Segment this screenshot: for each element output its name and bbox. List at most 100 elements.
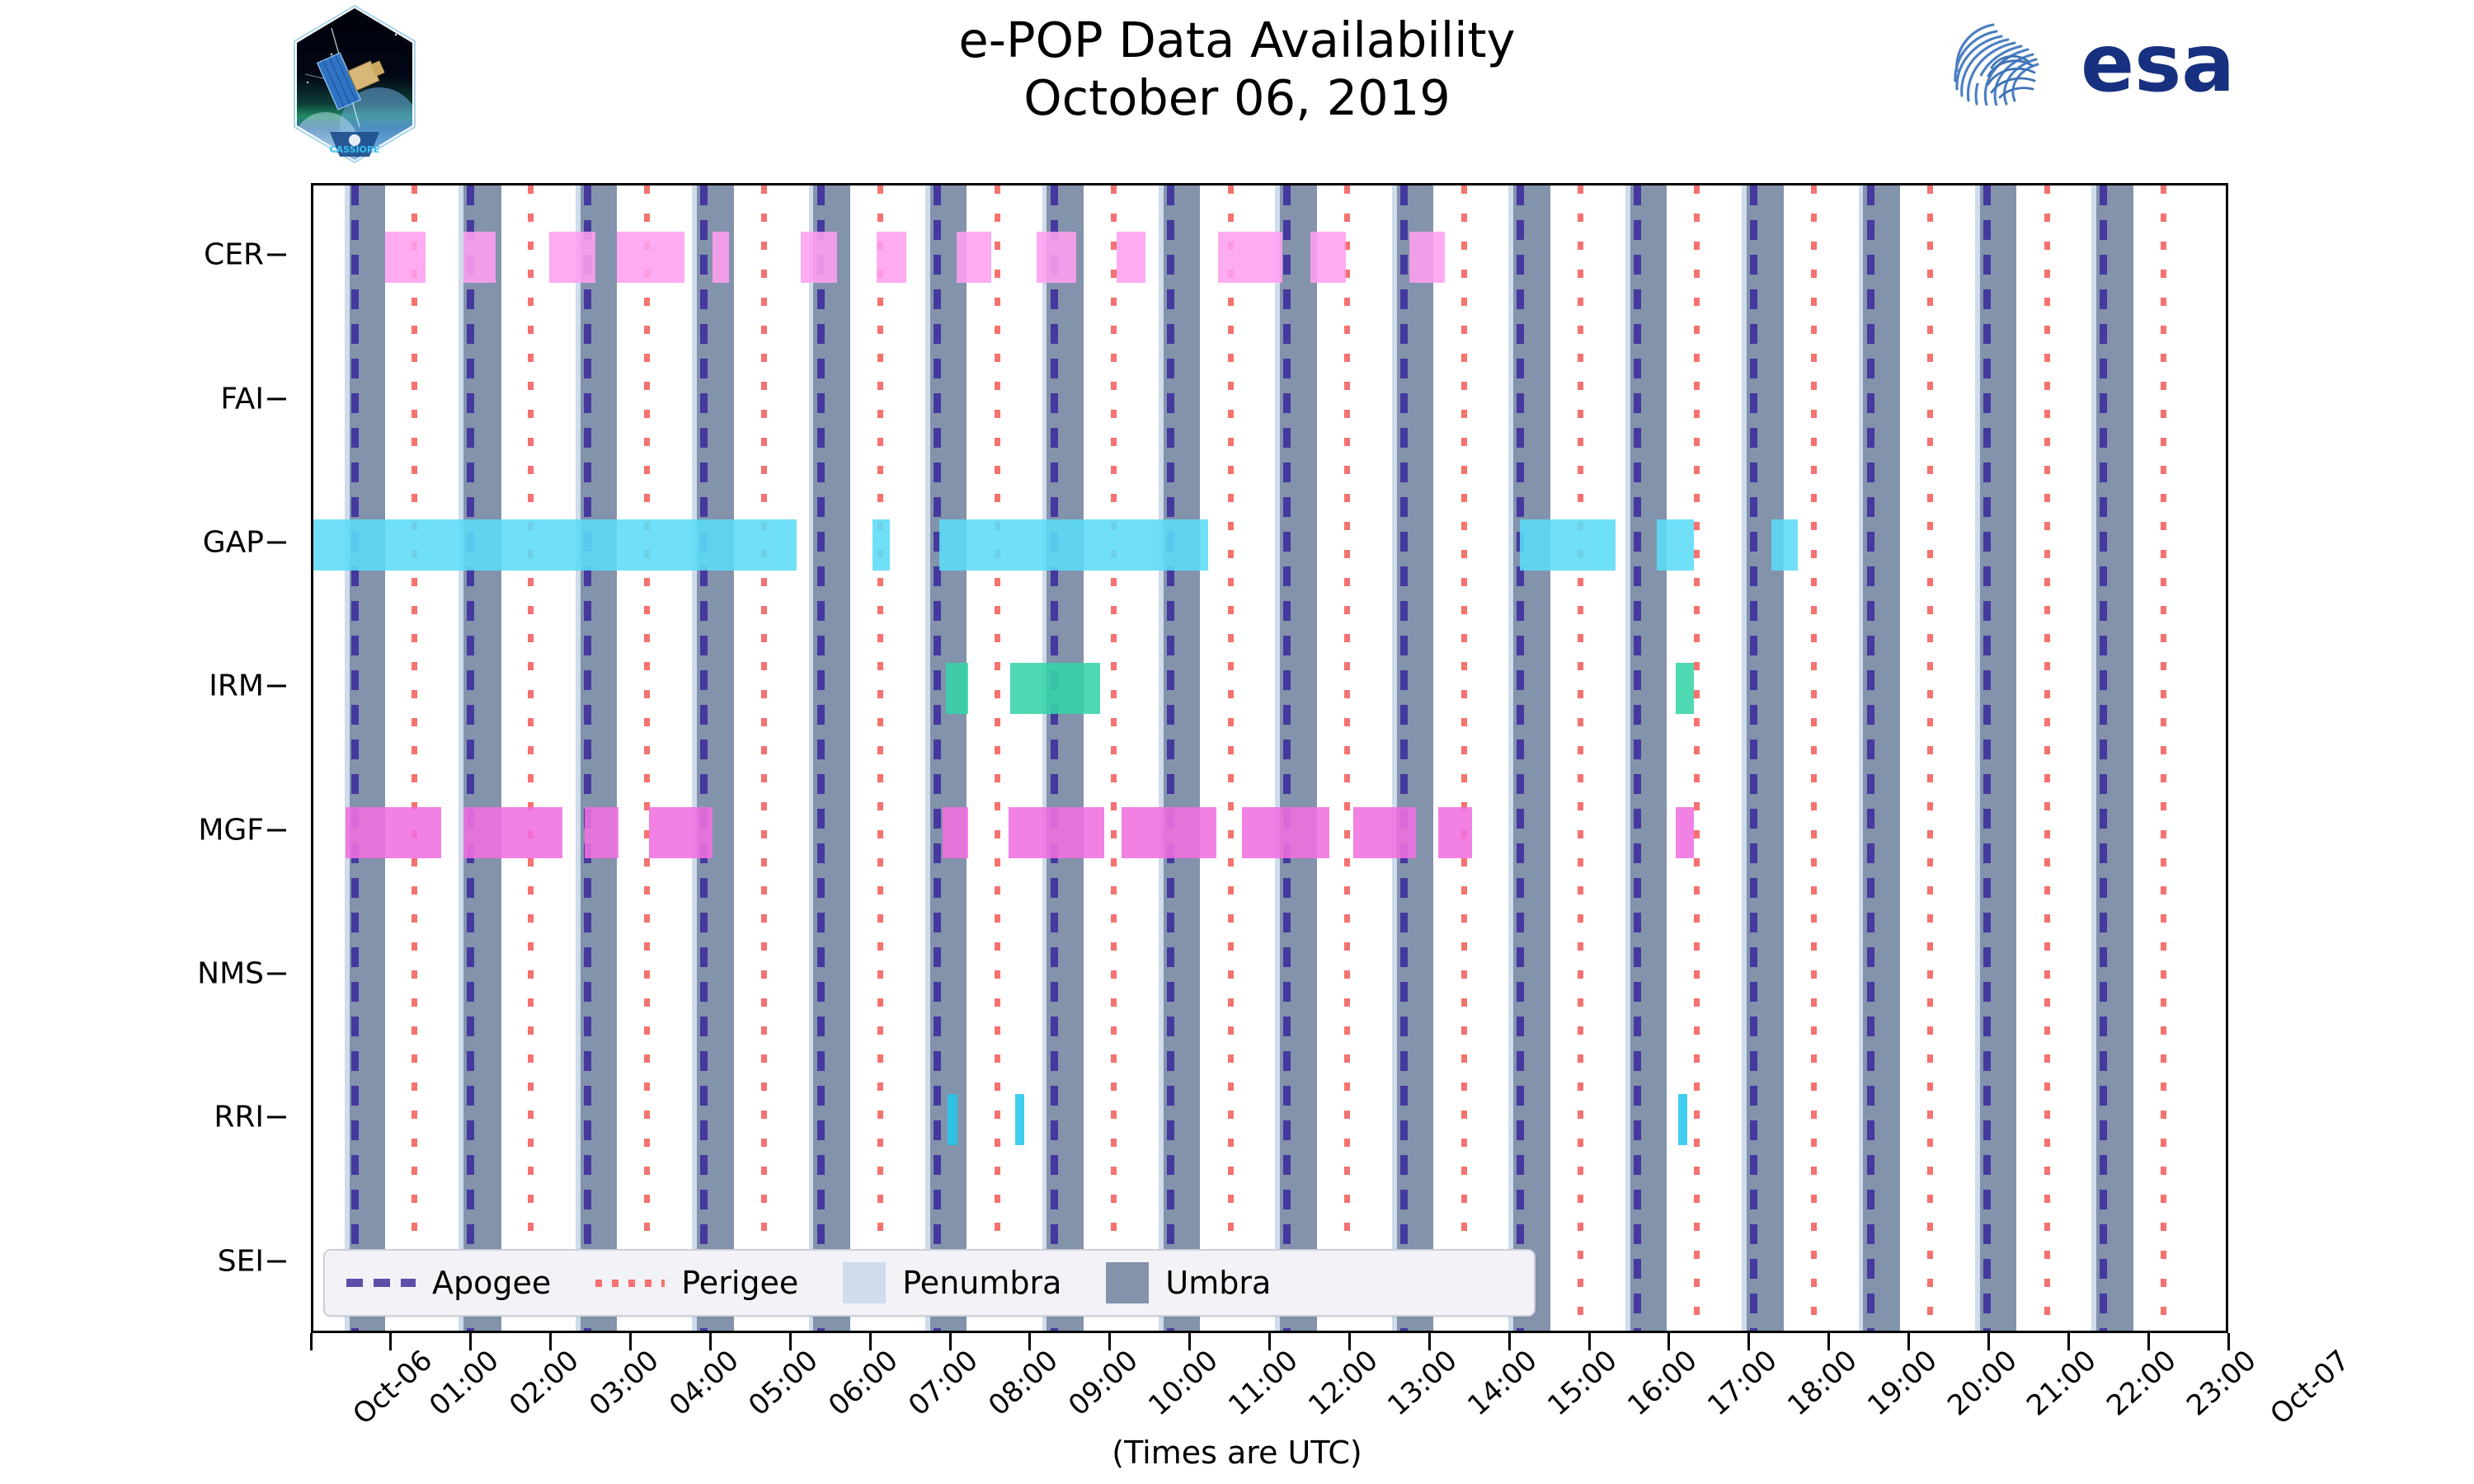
penumbra-band [2091, 186, 2097, 1331]
penumbra-band [692, 186, 697, 1331]
x-tick-mark [2147, 1333, 2150, 1350]
page-header: CASSIOPE e-POP Data Availability October… [0, 0, 2474, 165]
data-interval-bar [800, 232, 837, 284]
x-tick-label: 18:00 [1780, 1344, 1864, 1423]
x-tick-label: 23:00 [2180, 1344, 2263, 1423]
penumbra-band [1508, 186, 1514, 1331]
cassiope-mission-logo: CASSIOPE [280, 3, 429, 165]
y-tick-mark [267, 972, 286, 975]
apogee-line [816, 186, 825, 1331]
penumbra-band [459, 186, 464, 1331]
data-interval-bar [946, 663, 969, 715]
esa-swirl-icon [1954, 23, 2039, 107]
x-tick-label: Oct-06 [346, 1344, 440, 1432]
perigee-line [1577, 186, 1583, 1331]
x-tick-mark [1747, 1333, 1751, 1350]
x-tick-mark [1667, 1333, 1671, 1350]
data-interval-bar [1116, 232, 1146, 284]
perigee-line [1694, 186, 1700, 1331]
penumbra-band [1625, 186, 1630, 1331]
apogee-line [1166, 186, 1174, 1331]
data-interval-bar [1438, 806, 1472, 858]
perigee-line [877, 186, 884, 1331]
perigee-line [1227, 186, 1234, 1331]
umbra-box-swatch [1106, 1262, 1150, 1303]
perigee-line [1344, 186, 1351, 1331]
y-tick-label-mgf: MGF [198, 813, 264, 848]
apogee-line [1283, 186, 1291, 1331]
data-interval-bar [345, 806, 441, 858]
apogee-line [1866, 186, 1874, 1331]
perigee-line [2161, 186, 2167, 1331]
data-interval-bar [1677, 1094, 1688, 1146]
data-interval-bar [713, 232, 729, 284]
x-tick-label: 17:00 [1701, 1344, 1784, 1423]
apogee-line [2100, 186, 2108, 1331]
data-interval-bar [313, 519, 797, 571]
data-interval-bar [548, 232, 595, 284]
chart-plot-area [311, 183, 2228, 1333]
penumbra-band [344, 186, 350, 1331]
apogee-line [700, 186, 708, 1331]
x-tick-label: 15:00 [1541, 1344, 1624, 1423]
x-tick-mark [708, 1333, 712, 1350]
y-axis: CER FAI GAP IRM MGF NMS RRI SEI [0, 183, 305, 1333]
data-interval-bar [1008, 806, 1105, 858]
data-interval-bar [948, 1094, 957, 1146]
apogee-line [1399, 186, 1408, 1331]
perigee-line [1810, 186, 1817, 1331]
x-tick-mark [2227, 1333, 2230, 1350]
data-interval-bar [1657, 519, 1694, 571]
legend-entry-penumbra: Penumbra [843, 1262, 1061, 1303]
y-tick-mark [267, 829, 286, 832]
data-interval-bar [876, 232, 906, 284]
data-interval-bar [1310, 232, 1346, 284]
x-tick-label: 21:00 [2020, 1344, 2104, 1423]
page-title: e-POP Data Availability [958, 12, 1516, 68]
x-tick-mark [1987, 1333, 1990, 1350]
x-tick-mark [1028, 1333, 1032, 1350]
perigee-line [528, 186, 534, 1331]
x-tick-label: 13:00 [1381, 1344, 1465, 1423]
apogee-line [1517, 186, 1525, 1331]
perigee-line [1111, 186, 1117, 1331]
penumbra-band [925, 186, 930, 1331]
x-tick-label: 01:00 [423, 1344, 506, 1423]
perigee-line [2044, 186, 2050, 1331]
data-interval-bar [1014, 1094, 1025, 1146]
x-tick-mark [1188, 1333, 1192, 1350]
x-tick-mark [309, 1333, 313, 1350]
data-interval-bar [938, 519, 1208, 571]
perigee-dotted-line-swatch [595, 1279, 666, 1287]
chart-title-block: e-POP Data Availability October 06, 2019 [0, 12, 2474, 126]
y-tick-mark [267, 684, 286, 688]
data-interval-bar [943, 806, 969, 858]
x-tick-mark [549, 1333, 553, 1350]
data-interval-bar [1675, 663, 1694, 715]
penumbra-band [1975, 186, 1980, 1331]
y-tick-label-cer: CER [204, 237, 264, 272]
x-tick-mark [868, 1333, 872, 1350]
x-tick-label: 20:00 [1940, 1344, 2024, 1423]
y-tick-mark [267, 541, 286, 544]
x-axis-title: (Times are UTC) [1112, 1435, 1362, 1471]
data-interval-bar [1675, 806, 1694, 858]
legend-label: Perigee [681, 1265, 799, 1301]
page-subtitle-date: October 06, 2019 [1023, 68, 1451, 126]
apogee-dashed-line-swatch [346, 1279, 416, 1287]
x-tick-mark [469, 1333, 473, 1350]
x-tick-label: 12:00 [1301, 1344, 1385, 1423]
legend-entry-umbra: Umbra [1106, 1262, 1271, 1303]
data-interval-bar [1409, 232, 1445, 284]
legend-entry-apogee: Apogee [346, 1265, 551, 1301]
data-interval-bar [1353, 806, 1416, 858]
penumbra-box-swatch [843, 1262, 887, 1303]
apogee-line [1750, 186, 1758, 1331]
x-tick-mark [1827, 1333, 1831, 1350]
legend-label: Apogee [432, 1265, 552, 1301]
x-tick-label: 10:00 [1141, 1344, 1225, 1423]
x-tick-mark [1427, 1333, 1431, 1350]
apogee-line [1050, 186, 1058, 1331]
x-tick-mark [389, 1333, 393, 1350]
y-tick-label-fai: FAI [220, 382, 264, 416]
